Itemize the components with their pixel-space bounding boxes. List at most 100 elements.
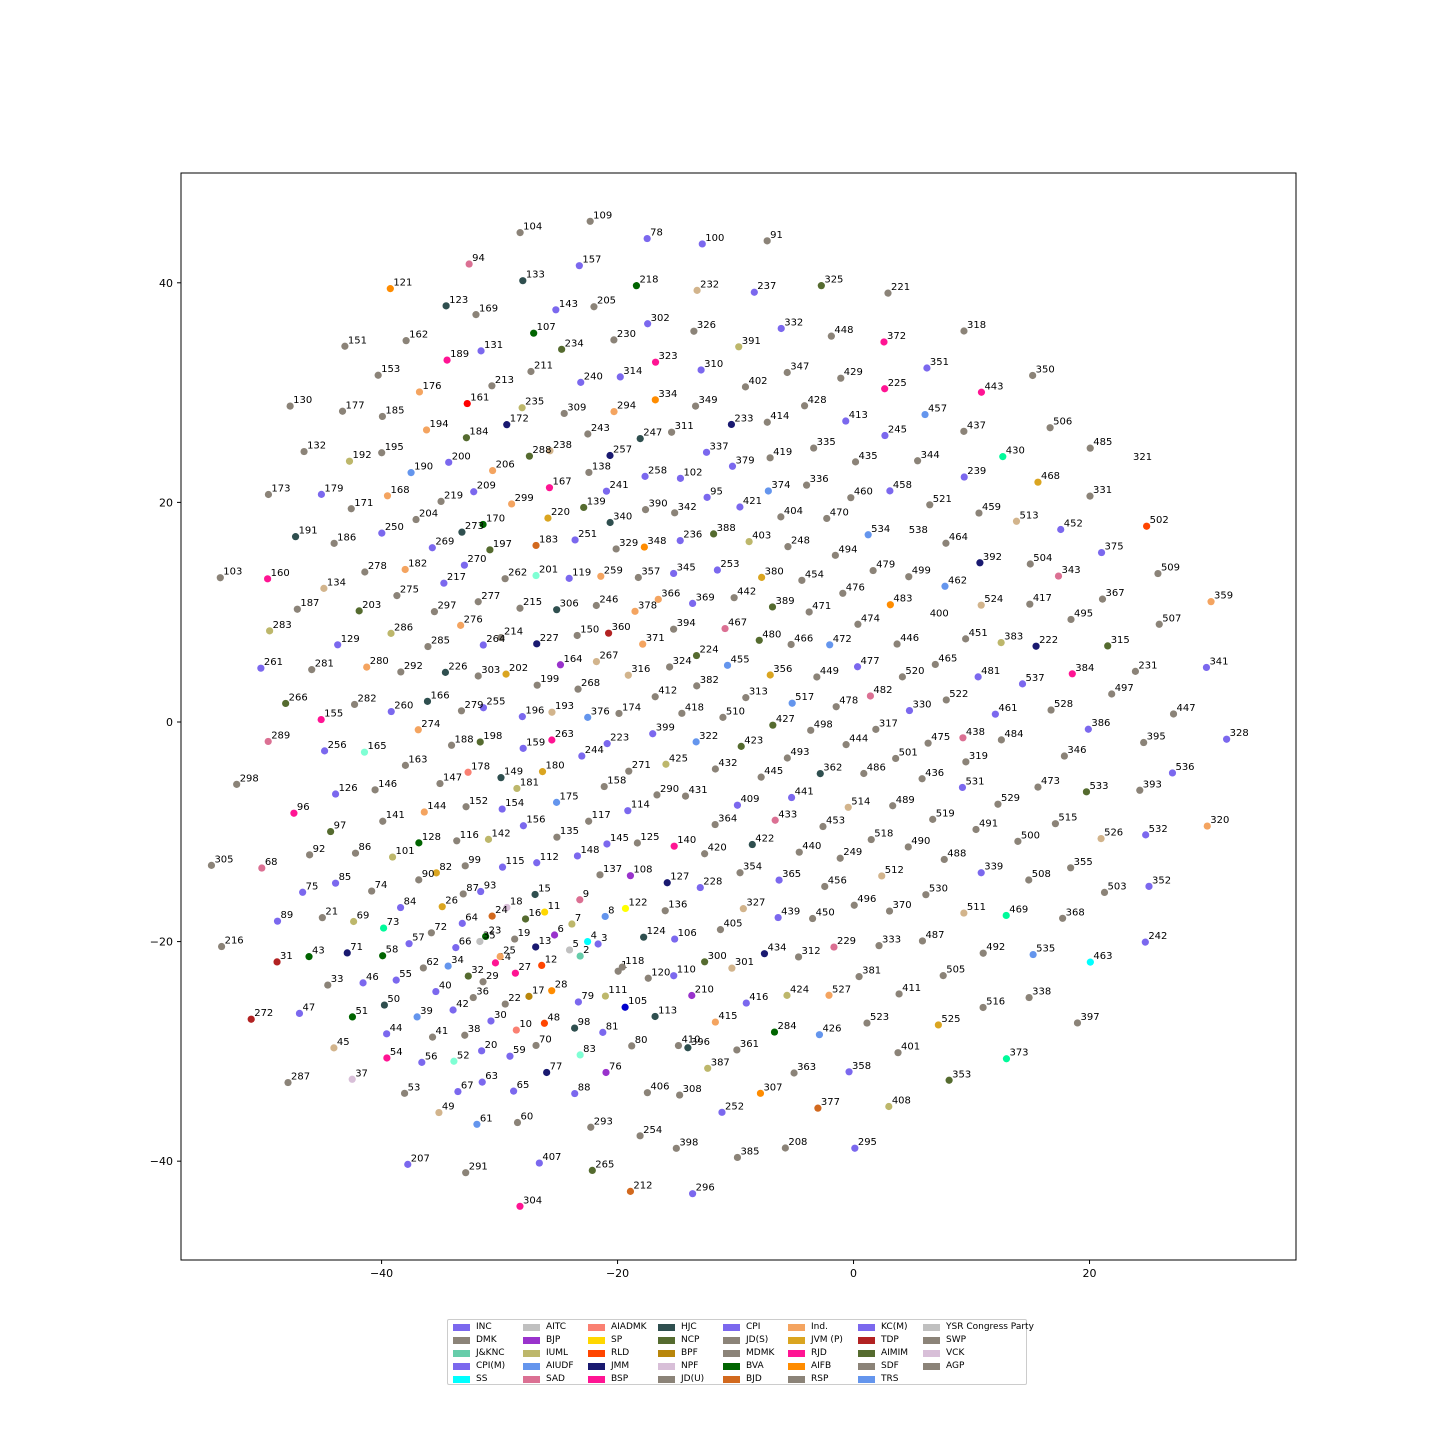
- data-point-label: 500: [1021, 830, 1040, 841]
- data-point-label: 404: [784, 506, 803, 517]
- data-point-label: 327: [746, 898, 765, 909]
- data-point: [207, 861, 216, 869]
- data-point: [618, 963, 626, 971]
- data-point: [640, 543, 648, 551]
- data-point-label: 511: [967, 902, 986, 913]
- data-point-label: 532: [1149, 824, 1168, 835]
- data-point: [299, 888, 307, 896]
- data-point-label: 158: [607, 776, 626, 787]
- data-point-label: 37: [355, 1068, 368, 1079]
- data-point-label: 114: [631, 800, 650, 811]
- data-point: [905, 706, 914, 715]
- data-point: [532, 1041, 540, 1050]
- data-point: [427, 929, 435, 937]
- data-point-label: 141: [386, 810, 405, 821]
- data-point: [305, 953, 313, 961]
- data-point-label: 373: [1009, 1048, 1028, 1059]
- data-point: [866, 692, 875, 700]
- data-point-label: 274: [421, 719, 440, 730]
- data-point-label: 69: [357, 910, 370, 921]
- legend-entry: AITC: [523, 1322, 566, 1332]
- data-point-label: 208: [788, 1137, 807, 1148]
- legend-label: SP: [611, 1335, 623, 1345]
- data-point: [702, 448, 711, 456]
- data-point: [576, 952, 584, 960]
- data-point: [1131, 667, 1140, 675]
- data-point-label: 440: [802, 841, 821, 852]
- data-point-label: 436: [925, 768, 944, 779]
- data-point-label: 335: [817, 437, 836, 448]
- data-point-label: 28: [555, 980, 568, 991]
- legend-label: JMM: [611, 1361, 630, 1371]
- data-point-label: 424: [790, 984, 809, 995]
- data-point-label: 163: [408, 754, 427, 765]
- data-point: [449, 1006, 457, 1014]
- data-point-label: 31: [280, 951, 293, 962]
- data-point-label: 462: [948, 575, 967, 586]
- data-point: [653, 791, 661, 799]
- data-point: [668, 428, 676, 436]
- legend-swatch: [858, 1375, 875, 1383]
- data-point: [476, 937, 484, 946]
- data-point-label: 16: [529, 908, 542, 919]
- data-point-label: 457: [928, 404, 947, 415]
- data-point: [462, 434, 471, 442]
- data-point-label: 267: [599, 651, 618, 662]
- data-point: [1169, 710, 1178, 718]
- data-point: [923, 364, 931, 372]
- data-point: [1154, 569, 1162, 578]
- data-point: [881, 431, 889, 440]
- data-point: [713, 566, 721, 574]
- data-point: [295, 1009, 304, 1017]
- data-point-label: 249: [843, 847, 862, 858]
- data-point: [736, 503, 744, 511]
- data-point-label: 479: [876, 560, 895, 571]
- legend-entry: SS: [453, 1374, 487, 1384]
- legend-swatch: [788, 1375, 805, 1383]
- data-point-label: 152: [469, 796, 488, 807]
- data-point: [817, 282, 825, 290]
- data-point: [616, 373, 624, 381]
- data-point-label: 258: [648, 465, 667, 476]
- data-point: [477, 887, 485, 896]
- data-point-label: 524: [984, 594, 1003, 605]
- data-point: [1073, 1019, 1082, 1027]
- data-point: [842, 417, 850, 425]
- data-point-label: 359: [1214, 591, 1233, 602]
- data-point-label: 39: [420, 1006, 433, 1017]
- data-point-label: 130: [293, 395, 312, 406]
- data-point: [892, 754, 900, 763]
- legend: INC DMK J&KNC CPI(M) SS AITC BJP IUML AIUDF SAD AI…: [447, 1319, 1034, 1385]
- data-point-label: 27: [518, 962, 531, 973]
- legend-entry: AIADMK: [588, 1322, 647, 1332]
- data-point-label: 409: [740, 794, 759, 805]
- data-point: [721, 624, 729, 633]
- data-point: [610, 407, 618, 416]
- data-point-label: 111: [608, 985, 627, 996]
- data-point: [601, 992, 610, 1000]
- data-point-label: 41: [436, 1026, 449, 1037]
- data-point-label: 157: [582, 255, 601, 266]
- data-point-label: 380: [765, 566, 784, 577]
- data-point: [293, 605, 301, 613]
- data-point-label: 311: [675, 421, 694, 432]
- data-point-label: 395: [1147, 732, 1166, 743]
- legend-swatch: [658, 1323, 675, 1331]
- data-point: [327, 827, 335, 836]
- data-point: [672, 1144, 680, 1152]
- data-point-label: 239: [967, 466, 986, 477]
- data-point: [1059, 914, 1067, 922]
- data-point-label: 255: [486, 697, 505, 708]
- data-point-label: 525: [941, 1014, 960, 1025]
- data-point-label: 313: [749, 687, 768, 698]
- data-point-label: 14: [498, 952, 511, 963]
- data-point: [604, 629, 613, 637]
- legend-swatch: [523, 1336, 540, 1344]
- data-point: [544, 514, 552, 522]
- data-point-label: 512: [885, 865, 904, 876]
- data-point-label: 169: [479, 304, 498, 315]
- data-point: [404, 1160, 412, 1168]
- data-point-label: 366: [661, 588, 680, 599]
- data-point-label: 269: [435, 537, 454, 548]
- data-point: [1098, 595, 1107, 603]
